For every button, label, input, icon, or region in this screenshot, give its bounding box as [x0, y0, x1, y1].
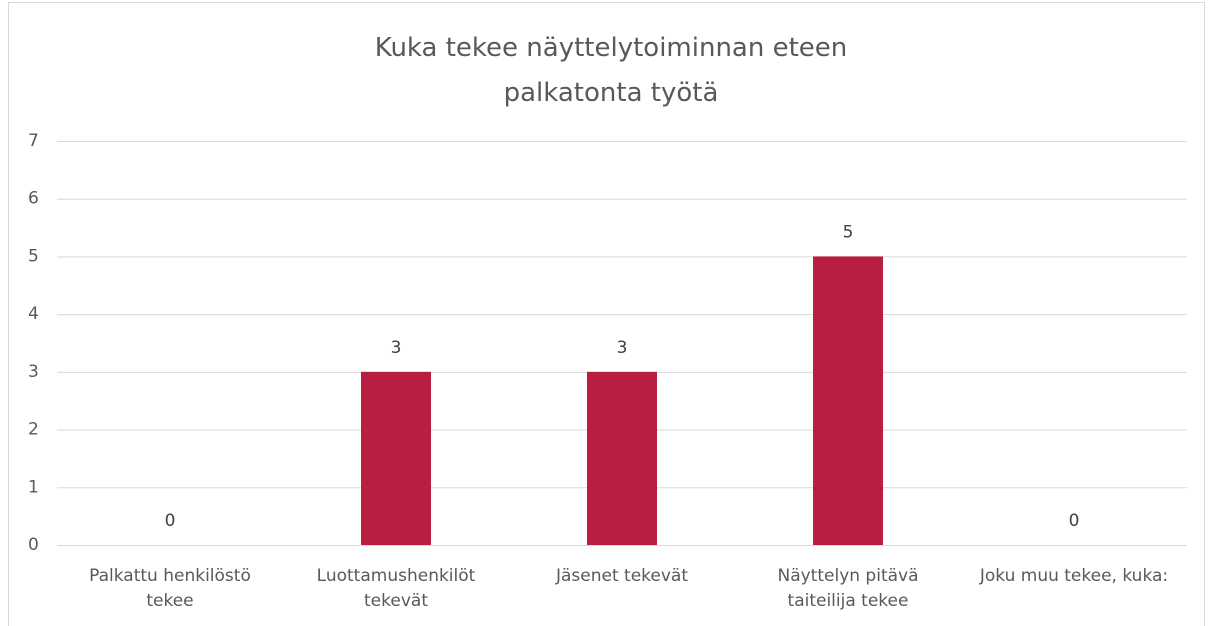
chart-border	[8, 2, 1205, 626]
x-tick-label: Luottamushenkilöt tekevät	[316, 566, 476, 611]
data-label: 5	[843, 222, 854, 242]
data-label: 0	[1069, 511, 1080, 531]
y-tick-label: 0	[28, 535, 39, 555]
y-tick-label: 6	[28, 189, 39, 209]
y-tick-label: 7	[28, 131, 39, 151]
chart-title: Kuka tekee näyttelytoiminnan eteen palka…	[374, 33, 848, 108]
y-tick-label: 1	[28, 477, 39, 497]
data-label: 3	[617, 338, 628, 358]
x-tick-label: Palkattu henkilöstö tekee	[89, 566, 251, 611]
y-tick-label: 4	[28, 304, 39, 324]
x-tick-label: Näyttelyn pitävä taiteilija tekee	[777, 566, 919, 611]
bar	[587, 371, 657, 545]
data-label: 0	[165, 511, 176, 531]
x-tick-label: Joku muu tekee, kuka:	[979, 566, 1169, 586]
bar	[361, 371, 431, 545]
bar	[813, 256, 883, 545]
data-label: 3	[391, 338, 402, 358]
x-tick-label: Jäsenet tekevät	[555, 566, 688, 586]
y-tick-label: 2	[28, 420, 39, 440]
y-tick-label: 3	[28, 362, 39, 382]
y-tick-label: 5	[28, 246, 39, 266]
